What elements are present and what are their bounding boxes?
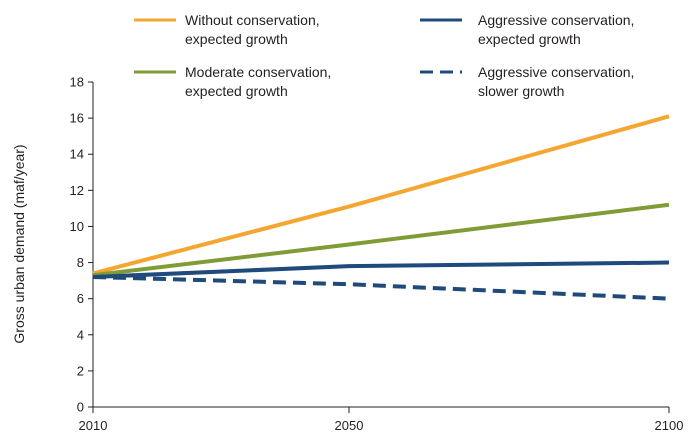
y-tick-label: 6 — [77, 291, 84, 306]
y-tick-label: 14 — [70, 147, 84, 162]
series-line-2 — [92, 202, 670, 278]
legend-label: Moderate conservation, expected growth — [185, 64, 331, 99]
y-tick-label: 8 — [77, 255, 84, 270]
y-tick-label: 10 — [70, 219, 84, 234]
legend-item-4: Aggressive conservation, slower growth — [420, 64, 634, 99]
legend: Without conservation, expected growth Mode… — [134, 12, 634, 99]
series-line-4 — [92, 275, 670, 301]
x-tick-label: 2100 — [655, 418, 684, 433]
series-line-1 — [92, 114, 670, 276]
y-tick-label: 2 — [77, 363, 84, 378]
legend-item-1: Without conservation, expected growth — [134, 12, 320, 47]
y-tick-label: 4 — [77, 327, 84, 342]
y-tick-label: 0 — [77, 400, 84, 415]
legend-label: Without conservation, expected growth — [185, 12, 320, 47]
legend-label: Aggressive conservation, expected growth — [478, 12, 634, 47]
legend-item-2: Moderate conservation, expected growth — [134, 64, 331, 99]
series-line-3 — [92, 260, 670, 279]
y-tick-label: 18 — [70, 75, 84, 90]
x-tick-label: 2050 — [335, 418, 364, 433]
y-axis-title: Gross urban demand (maf/year) — [11, 144, 27, 343]
y-tick-label: 16 — [70, 111, 84, 126]
x-tick-label: 2010 — [79, 418, 108, 433]
plot-area — [92, 114, 670, 301]
axes: 0 2 4 6 8 10 12 14 16 18 2010 2050 2100 — [70, 75, 684, 434]
y-tick-label: 12 — [70, 183, 84, 198]
legend-item-3: Aggressive conservation, expected growth — [420, 12, 634, 47]
legend-label: Aggressive conservation, slower growth — [478, 64, 634, 99]
